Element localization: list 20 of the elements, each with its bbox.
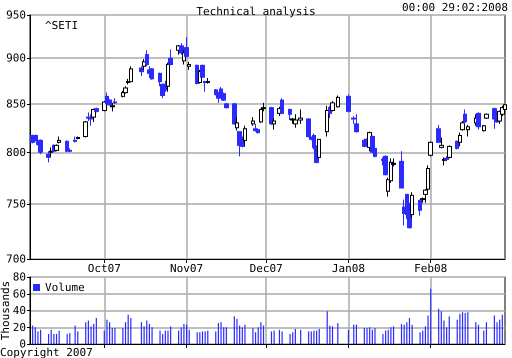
x-tick-label: Jan08 xyxy=(332,262,365,275)
y-tick-label: 900 xyxy=(6,52,26,65)
x-tick-label: Feb08 xyxy=(414,262,448,275)
y-axis-title: Thousands xyxy=(0,280,12,340)
text: 00:00 29:02:2008 xyxy=(402,1,508,14)
text: ^SETI xyxy=(45,19,78,32)
y-tick-label: 700 xyxy=(6,252,26,266)
y-tick-label: 800 xyxy=(6,146,26,159)
y-tick-label: 20 xyxy=(12,320,26,334)
legend-label: Volume xyxy=(45,281,85,294)
x-tick-label: Dec07 xyxy=(250,262,283,275)
y-tick-label: 80 xyxy=(12,270,26,284)
y-tick-label: 40 xyxy=(12,304,26,317)
y-tick-label: 750 xyxy=(6,197,26,210)
y-tick-label: 60 xyxy=(12,287,26,300)
x-tick-label: Oct07 xyxy=(88,262,121,275)
chart-title: Technical analysis xyxy=(196,5,316,18)
x-tick-label: Nov07 xyxy=(170,262,204,275)
y-tick-label: 850 xyxy=(6,97,26,110)
y-tick-label: 950 xyxy=(6,8,26,22)
